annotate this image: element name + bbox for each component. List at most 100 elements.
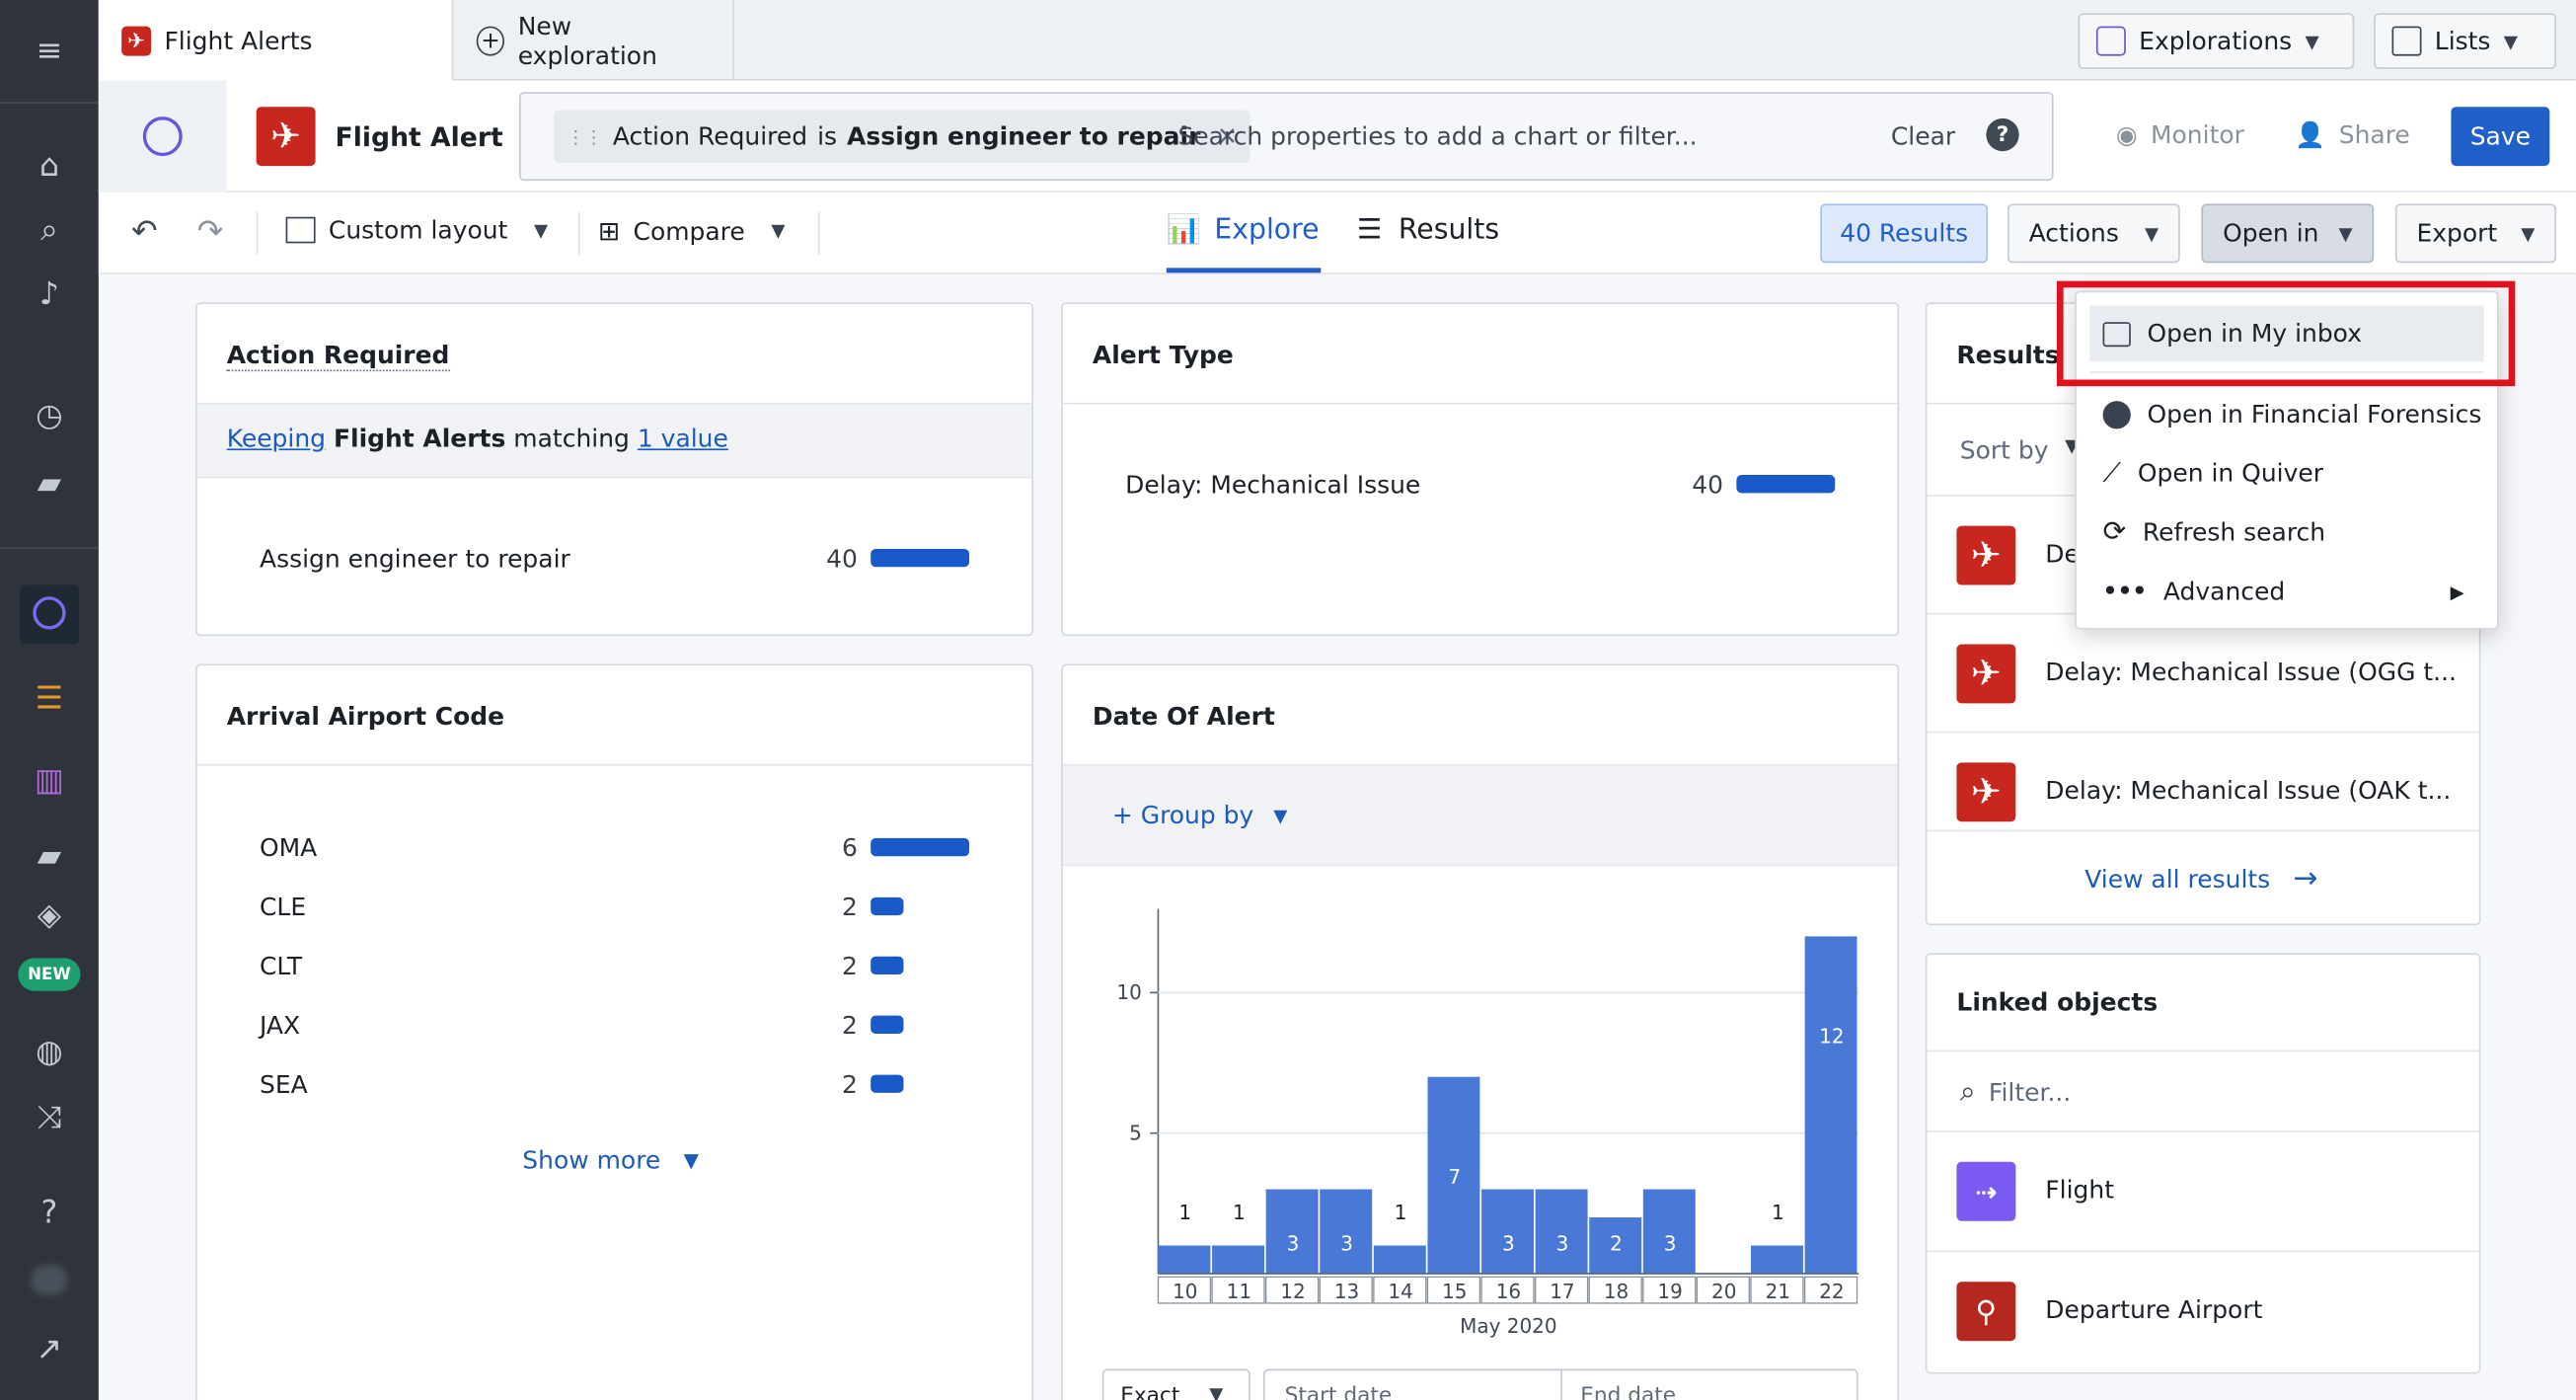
monitor-button[interactable]: ◉ Monitor [2116, 120, 2244, 150]
bar-row-label[interactable]: SEA [259, 1069, 308, 1100]
x-tick-cell[interactable] [1642, 1276, 1697, 1304]
x-tick-cell[interactable] [1696, 1276, 1751, 1304]
histogram-bar[interactable] [1589, 1217, 1642, 1274]
bar-row-bar[interactable] [871, 1015, 904, 1034]
clear-button[interactable]: Clear [1890, 121, 1956, 152]
explorations-button[interactable]: Explorations ▼ [2078, 13, 2355, 69]
menu-item-advanced[interactable]: ••• Advanced ▶ [2089, 564, 2483, 620]
folder-icon[interactable]: ▰ [37, 465, 62, 502]
x-tick-cell[interactable] [1373, 1276, 1427, 1304]
histogram-bar[interactable] [1481, 1189, 1534, 1274]
shuffle-icon[interactable]: ⤨ [37, 1099, 62, 1136]
remove-filter-icon[interactable]: ✕ [1217, 121, 1238, 152]
histogram-bar[interactable] [1804, 936, 1857, 1274]
globe-icon[interactable]: ◍ [36, 1033, 63, 1070]
x-tick-cell[interactable] [1534, 1276, 1589, 1304]
search-input[interactable]: Search properties to add a chart or filt… [1177, 121, 1698, 152]
history-icon[interactable]: ◷ [36, 397, 63, 434]
tab-new-exploration[interactable]: + New exploration [453, 0, 735, 81]
filter-chip[interactable]: ⋮⋮ Action Required is Assign engineer to… [553, 110, 1251, 163]
exact-dropdown[interactable]: Exact ▼ [1101, 1368, 1250, 1400]
date-range-input[interactable]: Start date End date [1263, 1368, 1858, 1400]
end-date-input[interactable]: End date [1580, 1383, 1677, 1400]
histogram-bar[interactable] [1320, 1189, 1373, 1274]
tab-explore[interactable]: 📊 Explore [1167, 213, 1320, 246]
show-more-button[interactable]: Show more ▼ [522, 1145, 699, 1175]
results-count-button[interactable]: 40 Results [1820, 203, 1989, 264]
export-button[interactable]: Export ▼ [2394, 203, 2556, 264]
bar-row-label[interactable]: CLE [259, 892, 307, 922]
save-button[interactable]: Save [2451, 107, 2550, 167]
bar-row-bar[interactable] [871, 837, 970, 857]
actions-button[interactable]: Actions ▼ [2008, 203, 2180, 264]
linked-filter-input[interactable]: ⌕ Filter... [1960, 1076, 2072, 1109]
shared-folder-icon[interactable]: ▰ [37, 837, 62, 875]
notifications-icon[interactable]: ♪ [38, 275, 60, 313]
compare-dropdown[interactable]: ⊞ Compare ▼ [598, 215, 786, 247]
bar-row-label[interactable]: Assign engineer to repair [259, 543, 570, 574]
bar-row-label[interactable]: CLT [259, 951, 303, 981]
x-tick-cell[interactable] [1319, 1276, 1373, 1304]
linked-object-item[interactable]: ⇢ Flight [1927, 1132, 2478, 1251]
object-explorer-app-icon[interactable] [19, 584, 79, 645]
bar-row-label[interactable]: OMA [259, 832, 318, 863]
help-icon[interactable]: ? [40, 1195, 58, 1231]
cube-star-icon[interactable]: ◈ [37, 896, 62, 934]
histogram-bar[interactable] [1212, 1245, 1264, 1274]
bar-row-label[interactable]: JAX [259, 1010, 301, 1041]
histogram-bar[interactable] [1373, 1245, 1426, 1274]
x-tick-cell[interactable] [1426, 1276, 1481, 1304]
avatar[interactable] [31, 1265, 68, 1295]
open-in-button[interactable]: Open in ▼ [2201, 203, 2375, 264]
tab-results[interactable]: ☰ Results [1357, 213, 1499, 246]
histogram-bar[interactable] [1751, 1245, 1803, 1274]
tab-flight-alerts[interactable]: ✈ Flight Alerts [98, 0, 454, 83]
x-tick-cell[interactable] [1480, 1276, 1535, 1304]
help-icon[interactable]: ? [1986, 117, 2019, 152]
bar-row-label[interactable]: Delay: Mechanical Issue [1125, 470, 1421, 501]
bar-row-bar[interactable] [871, 896, 904, 916]
workshop-app-icon[interactable]: ☰ [35, 680, 64, 717]
linked-object-item[interactable]: ⚲ Departure Airport [1927, 1250, 2479, 1369]
menu-expand-icon[interactable]: ≡ [36, 33, 63, 69]
histogram-bar[interactable] [1427, 1076, 1480, 1274]
lists-button[interactable]: Lists ▼ [2374, 13, 2556, 69]
share-button[interactable]: 👤 Share [2295, 120, 2409, 150]
x-tick-cell[interactable] [1803, 1276, 1858, 1304]
bar-row-bar[interactable] [871, 548, 970, 568]
bar-row-bar[interactable] [1736, 475, 1836, 494]
expand-arrow-icon[interactable]: ↗ [36, 1331, 63, 1367]
histogram-bar[interactable] [1642, 1189, 1696, 1274]
keeping-mode-link[interactable]: Keeping [226, 424, 327, 454]
histogram-bar[interactable] [1265, 1189, 1319, 1274]
histogram-bar[interactable] [1158, 1245, 1211, 1274]
menu-item-open-in-financial-forensics[interactable]: Open in Financial Forensics [2089, 386, 2483, 442]
drag-handle-icon[interactable]: ⋮⋮ [567, 125, 603, 147]
histogram-bar[interactable] [1535, 1189, 1588, 1274]
menu-item-open-in-my-inbox[interactable]: Open in My inbox [2089, 305, 2484, 362]
result-item[interactable]: ✈ Delay: Mechanical Issue (OGG t... [1927, 612, 2479, 732]
sort-by-dropdown[interactable]: Sort by ▼ [1960, 435, 2079, 465]
search-bar[interactable]: ⋮⋮ Action Required is Assign engineer to… [518, 92, 2054, 182]
redo-icon[interactable]: ↷ [196, 213, 224, 251]
custom-layout-dropdown[interactable]: Custom layout ▼ [285, 215, 548, 245]
undo-icon[interactable]: ↶ [131, 213, 158, 251]
bar-row-bar[interactable] [871, 1074, 904, 1093]
value-count-link[interactable]: 1 value [637, 424, 728, 454]
home-icon[interactable]: ⌂ [38, 147, 59, 185]
result-item[interactable]: ✈ Delay: Mechanical Issue (OAK t... [1927, 731, 2479, 850]
bar-row-bar[interactable] [871, 956, 904, 975]
x-tick-cell[interactable] [1211, 1276, 1265, 1304]
x-tick-cell[interactable] [1750, 1276, 1804, 1304]
x-tick-cell[interactable] [1588, 1276, 1642, 1304]
quiver-app-icon[interactable]: ▥ [34, 762, 64, 799]
start-date-input[interactable]: Start date [1284, 1383, 1393, 1400]
search-mode-button[interactable] [98, 80, 227, 193]
group-by-button[interactable]: + Group by ▼ [1112, 801, 1288, 830]
x-tick-cell[interactable] [1157, 1276, 1212, 1304]
search-icon[interactable]: ⌕ [40, 211, 58, 249]
menu-item-open-in-quiver[interactable]: ⟋ Open in Quiver [2089, 445, 2483, 502]
card-title[interactable]: Action Required [226, 340, 450, 372]
view-all-results-link[interactable]: View all results → [2084, 861, 2317, 895]
